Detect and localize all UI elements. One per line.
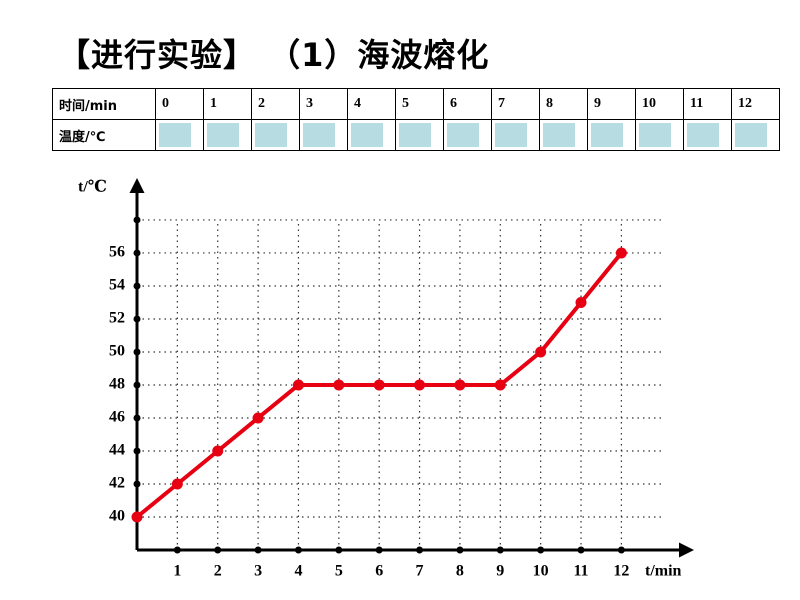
input-box[interactable] — [159, 123, 191, 147]
input-box[interactable] — [495, 123, 527, 147]
x-tick-label: 10 — [533, 563, 549, 580]
input-box[interactable] — [303, 123, 335, 147]
x-tick-label: 3 — [254, 563, 262, 580]
x-tick-label: 4 — [294, 563, 302, 580]
temp-cell — [731, 119, 780, 151]
y-tick-label: 54 — [109, 277, 125, 294]
point — [535, 346, 547, 358]
x-tick — [577, 546, 585, 554]
time-cell: 1 — [203, 88, 252, 120]
input-box[interactable] — [255, 123, 287, 147]
time-cell: 11 — [683, 88, 732, 120]
x-tick-label: 1 — [173, 563, 181, 580]
input-box[interactable] — [687, 123, 719, 147]
y-tick — [133, 216, 141, 224]
x-tick-label: 12 — [613, 563, 629, 580]
y-tick-label: 40 — [109, 508, 125, 525]
input-box[interactable] — [639, 123, 671, 147]
temp-cell — [683, 119, 732, 151]
x-axis-label: t/min — [645, 563, 682, 580]
temp-cell — [299, 119, 348, 151]
time-row: 时间/min 0 1 2 3 4 5 6 7 8 9 10 11 12 — [52, 88, 780, 120]
input-box[interactable] — [735, 123, 767, 147]
point — [414, 379, 426, 391]
x-tick — [496, 546, 504, 554]
x-tick-label: 2 — [214, 563, 222, 580]
y-tick-label: 56 — [109, 244, 125, 261]
time-cell: 9 — [587, 88, 636, 120]
y-tick-label: 42 — [109, 475, 125, 492]
x-tick — [254, 546, 262, 554]
point — [615, 247, 627, 259]
x-tick — [294, 546, 302, 554]
y-tick-label: 46 — [109, 409, 125, 426]
x-tick — [456, 546, 464, 554]
input-box[interactable] — [591, 123, 623, 147]
y-tick-label: 52 — [109, 310, 125, 327]
temp-cell — [635, 119, 684, 151]
row-label: 时间/min — [52, 88, 156, 120]
y-tick — [133, 414, 141, 422]
point — [454, 379, 466, 391]
time-cell: 4 — [347, 88, 396, 120]
point — [575, 296, 587, 308]
x-tick-label: 6 — [375, 563, 383, 580]
y-tick — [133, 480, 141, 488]
time-cell: 2 — [251, 88, 300, 120]
point — [373, 379, 385, 391]
data-table: 时间/min 0 1 2 3 4 5 6 7 8 9 10 11 12 温度/℃ — [52, 88, 780, 151]
x-tick — [214, 546, 222, 554]
y-tick — [133, 348, 141, 356]
row-label: 温度/℃ — [52, 119, 156, 151]
x-tick-label: 8 — [456, 563, 464, 580]
input-box[interactable] — [351, 123, 383, 147]
point — [171, 478, 183, 490]
point — [494, 379, 506, 391]
x-tick — [173, 546, 181, 554]
point — [333, 379, 345, 391]
x-tick-label: 7 — [416, 563, 424, 580]
y-axis-label: t/℃ — [78, 179, 107, 196]
slide-title: 【进行实验】 （1）海波熔化 — [58, 36, 490, 74]
temp-cell — [443, 119, 492, 151]
temp-cell — [155, 119, 204, 151]
x-tick-label: 11 — [573, 563, 588, 580]
time-cell: 0 — [155, 88, 204, 120]
x-tick — [335, 546, 343, 554]
temp-cell — [395, 119, 444, 151]
input-box[interactable] — [543, 123, 575, 147]
point — [252, 412, 264, 424]
time-cell: 5 — [395, 88, 444, 120]
input-box[interactable] — [447, 123, 479, 147]
temp-row: 温度/℃ — [52, 119, 780, 151]
y-tick — [133, 249, 141, 257]
x-tick — [375, 546, 383, 554]
y-tick — [133, 447, 141, 455]
x-tick — [617, 546, 625, 554]
input-box[interactable] — [207, 123, 239, 147]
y-tick — [133, 381, 141, 389]
y-tick — [133, 282, 141, 290]
time-cell: 7 — [491, 88, 540, 120]
point — [131, 511, 143, 523]
temp-cell — [587, 119, 636, 151]
y-tick — [133, 315, 141, 323]
y-tick-label: 50 — [109, 343, 125, 360]
x-tick-label: 5 — [335, 563, 343, 580]
input-box[interactable] — [399, 123, 431, 147]
point — [212, 445, 224, 457]
y-tick-label: 44 — [109, 442, 125, 459]
point — [292, 379, 304, 391]
y-tick-label: 48 — [109, 376, 125, 393]
x-tick — [537, 546, 545, 554]
x-tick — [416, 546, 424, 554]
temp-cell — [539, 119, 588, 151]
time-cell: 3 — [299, 88, 348, 120]
x-tick-label: 9 — [496, 563, 504, 580]
time-cell: 12 — [731, 88, 780, 120]
